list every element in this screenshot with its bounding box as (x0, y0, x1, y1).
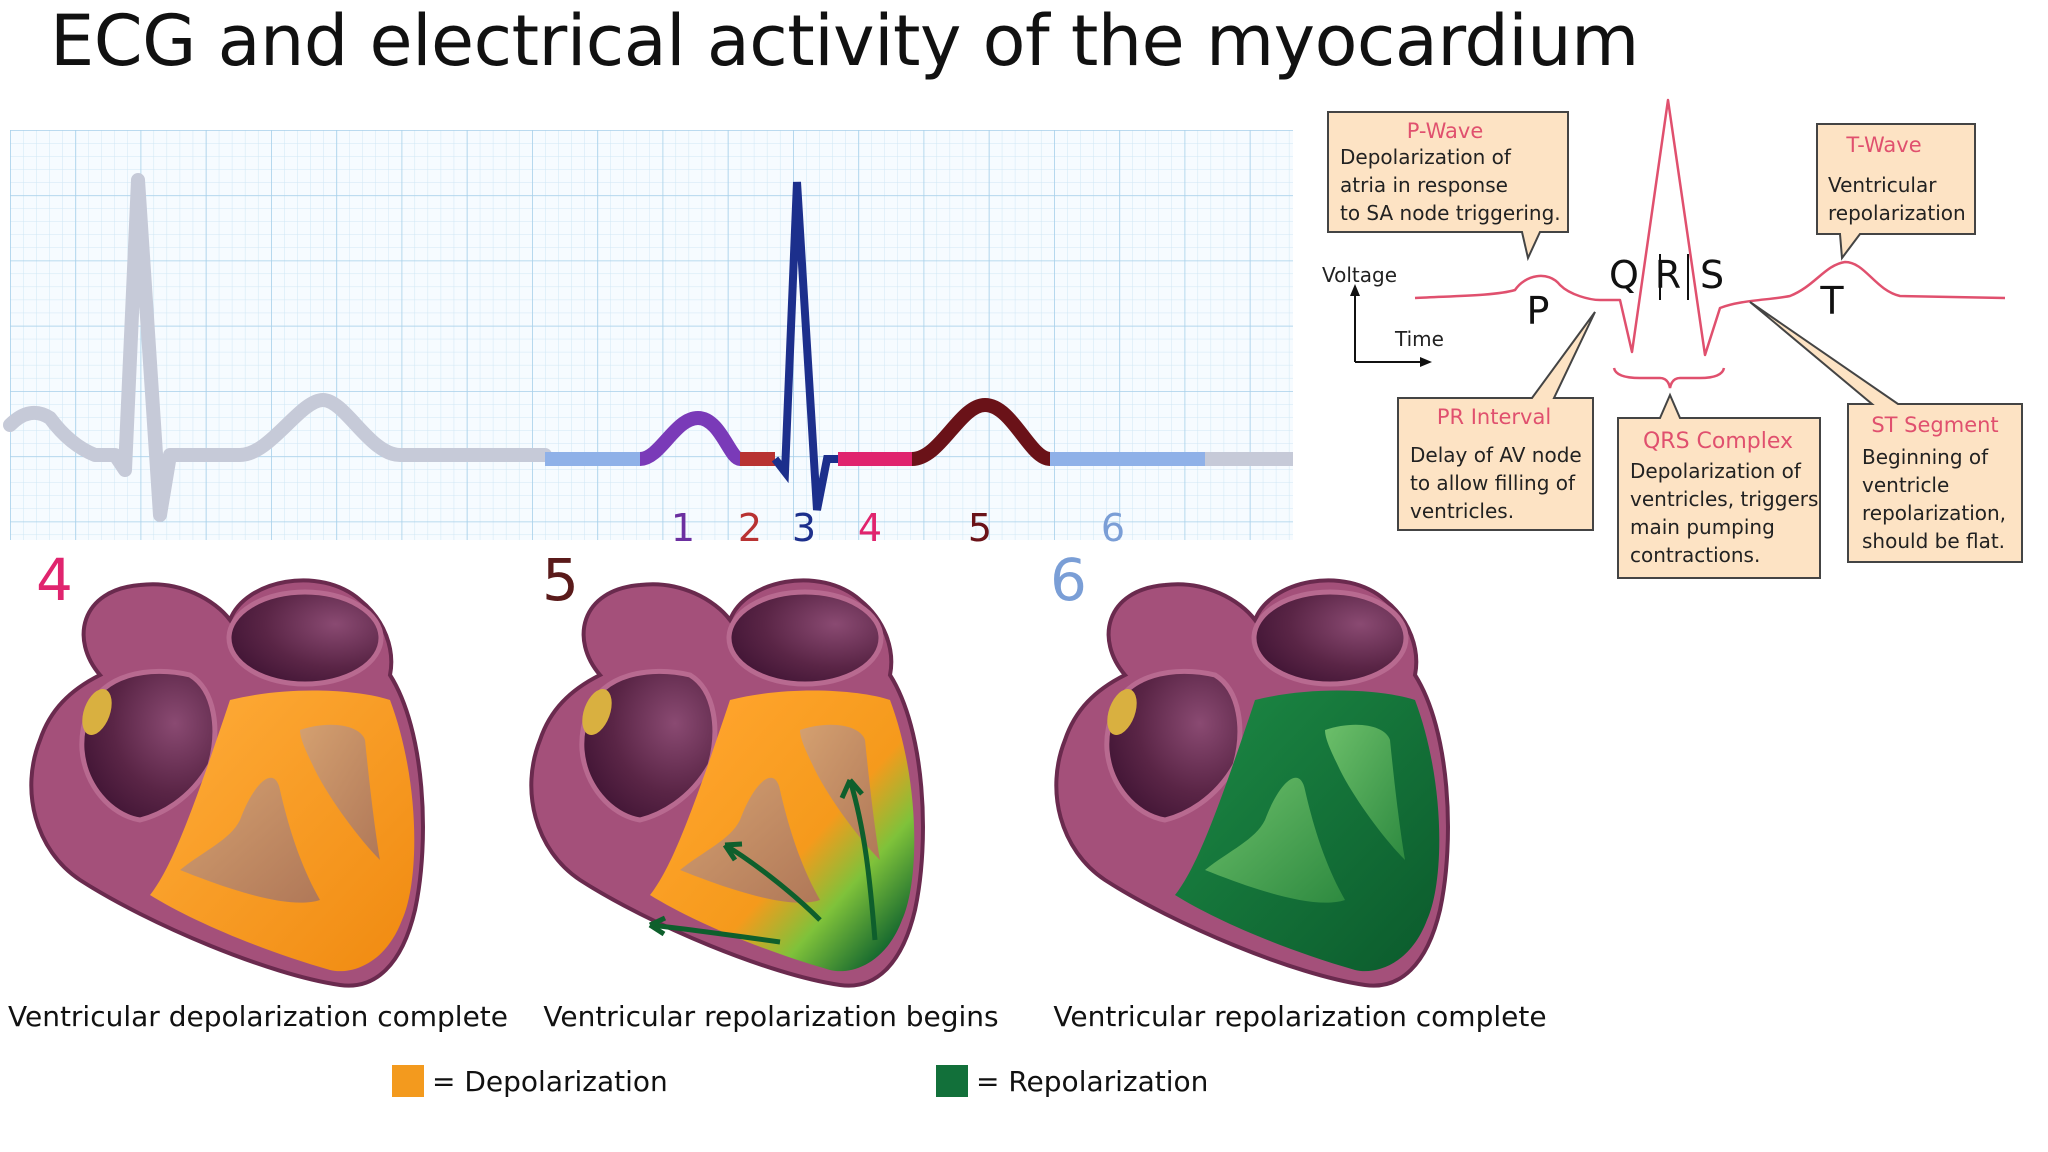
callout-st-segment-line: Beginning of (1862, 445, 1989, 469)
heart-panel-4: 4 Ventricular depolarization complete (8, 546, 508, 1033)
time-axis-label: Time (1394, 327, 1444, 351)
callout-t-wave-line: repolarization (1828, 201, 1966, 225)
callout-pr-interval-line: ventricles. (1410, 499, 1514, 523)
left-ventricle-cavity (1205, 777, 1345, 903)
legend: = Depolarization = Repolarization (392, 1065, 1208, 1098)
panel-caption: Ventricular repolarization complete (1053, 1000, 1546, 1033)
callout-qrs-complex-line: ventricles, triggers (1630, 487, 1818, 511)
callout-st-segment-heading: ST Segment (1871, 413, 1998, 437)
qrs-bracket (1612, 367, 1726, 389)
callout-t-wave-heading: T-Wave (1845, 133, 1921, 157)
legend-label-depolarization: = Depolarization (432, 1065, 668, 1098)
heart-panel-5: 5 Ventricular repolarization begins (531, 546, 999, 1033)
callout-p-wave-heading: P-Wave (1407, 119, 1484, 143)
faded-ecg-trace (3, 173, 552, 522)
wave-letter-t: T (1819, 279, 1844, 323)
ecg-strip: 1 2 3 4 5 6 (3, 130, 1293, 550)
callout-p-wave-line: Depolarization of (1340, 145, 1512, 169)
callout-st-segment-line: ventricle (1862, 473, 1949, 497)
legend-swatch-repolarization (936, 1065, 968, 1097)
right-ventricle-cavity (1325, 724, 1405, 860)
callout-pr-interval-line: Delay of AV node (1410, 443, 1582, 467)
callout-t-wave-line: Ventricular (1828, 173, 1937, 197)
callout-qrs-complex-heading: QRS Complex (1643, 429, 1793, 454)
callout-pr-interval-line: to allow filling of (1410, 471, 1576, 495)
wave-letter-p: P (1527, 289, 1550, 333)
repolarization-arrows (648, 778, 878, 945)
callout-qrs-complex-line: main pumping (1630, 515, 1775, 539)
reference-ecg-trace (1414, 98, 2006, 357)
phase-5-t-wave (910, 397, 1052, 466)
ecg-grid-major (10, 130, 1293, 540)
callout-st-segment: ST Segment Beginning of ventricle repola… (1749, 301, 2023, 563)
callout-qrs-complex-line: contractions. (1630, 543, 1760, 567)
panel-caption: Ventricular repolarization begins (543, 1000, 998, 1033)
panel-number: 4 (36, 546, 73, 614)
callout-p-wave: P-Wave Depolarization of atria in respon… (1327, 111, 1569, 262)
callout-p-wave-line: atria in response (1340, 173, 1508, 197)
phase-number-6: 6 (1101, 506, 1125, 550)
heart-panel-6: 6 Ventricular repolarization complete (1050, 546, 1547, 1033)
wave-letter-r: R (1655, 253, 1681, 297)
callout-st-segment-line: should be flat. (1862, 529, 2005, 553)
reference-ecg: Voltage Time P Q R S T P-Wave Depolariza… (1322, 98, 2023, 579)
callout-t-wave: T-Wave Ventricular repolarization (1816, 123, 1976, 261)
phase-number-1: 1 (671, 506, 695, 550)
left-ventricle-cavity (180, 777, 320, 903)
callout-st-segment-line: repolarization, (1862, 501, 2006, 525)
phase-number-4: 4 (858, 506, 882, 550)
right-ventricle-cavity (300, 724, 380, 860)
voltage-time-axes: Voltage Time (1322, 263, 1444, 367)
wave-letter-q: Q (1609, 253, 1639, 297)
callout-qrs-complex-line: Depolarization of (1630, 459, 1802, 483)
callout-pr-interval-heading: PR Interval (1437, 405, 1551, 429)
panel-number: 5 (542, 546, 579, 614)
phase-1-p-wave (638, 410, 743, 466)
left-ventricle-cavity (680, 777, 820, 903)
voltage-axis-label: Voltage (1322, 263, 1397, 287)
phase-number-2: 2 (738, 506, 762, 550)
phase-number-3: 3 (792, 506, 816, 550)
callout-pr-interval: PR Interval Delay of AV node to allow fi… (1397, 311, 1596, 531)
callout-qrs-complex: QRS Complex Depolarization of ventricles… (1617, 392, 1821, 579)
panel-number: 6 (1050, 546, 1087, 614)
legend-label-repolarization: = Repolarization (976, 1065, 1208, 1098)
legend-swatch-depolarization (392, 1065, 424, 1097)
callout-p-wave-line: to SA node triggering. (1340, 201, 1561, 225)
panel-caption: Ventricular depolarization complete (8, 1000, 508, 1033)
phase-number-5: 5 (968, 506, 992, 550)
wave-letter-s: S (1700, 253, 1724, 297)
phase-3-qrs-complex (771, 181, 838, 511)
page-title: ECG and electrical activity of the myoca… (50, 0, 1639, 82)
